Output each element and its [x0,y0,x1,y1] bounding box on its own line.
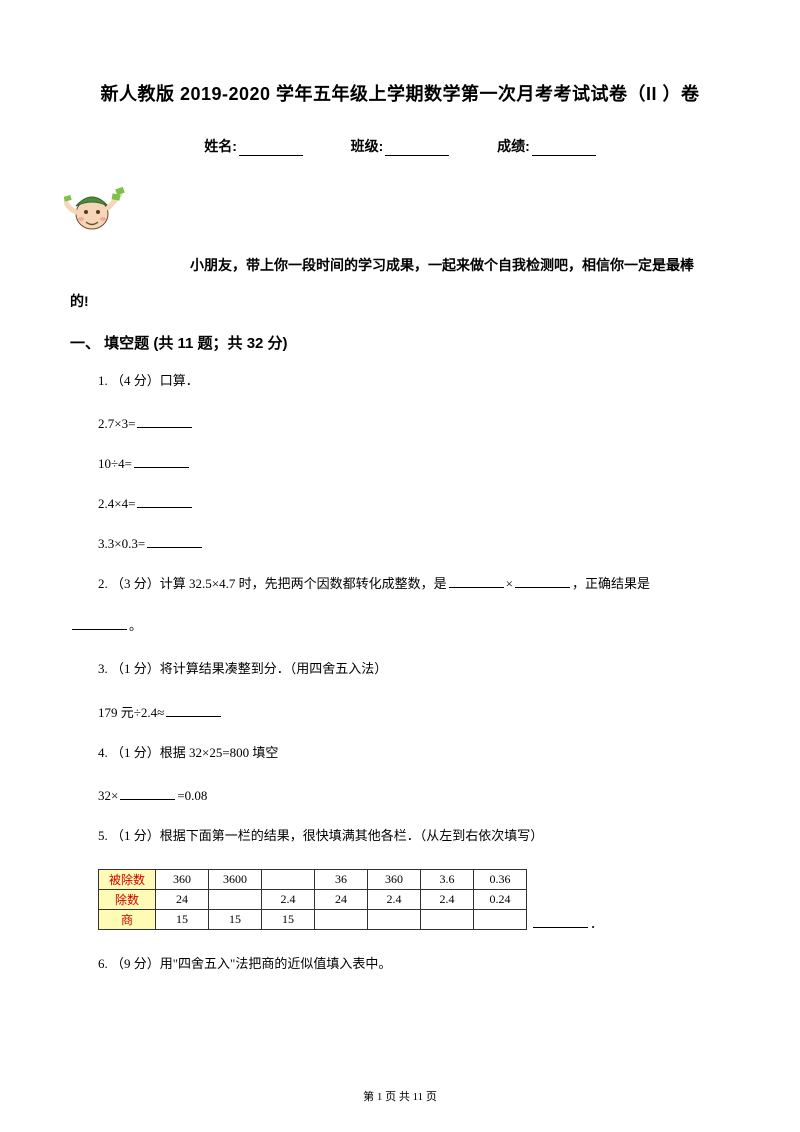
section-heading: 一、 填空题 (共 11 题；共 32 分) [70,332,730,353]
q2-pre: 2. （3 分）计算 32.5×4.7 时，先把两个因数都转化成整数，是 [98,576,447,591]
class-label: 班级: [351,138,384,154]
table-cell: 360 [368,869,421,889]
q3-expr-text: 179 元÷2.4≈ [98,705,164,720]
table-cell: 2.4 [262,889,315,909]
q2-tail: 。 [70,616,730,637]
score-blank [532,141,596,156]
blank [134,454,189,468]
table-cell [368,909,421,929]
q1-a-text: 2.7×3= [98,416,135,431]
q2-post: ，正确结果是 [572,576,650,591]
q1-d: 3.3×0.3= [98,534,730,552]
table-row: 除数242.4242.42.40.24 [99,889,527,909]
q1-c-text: 2.4×4= [98,496,135,511]
table-cell: 15 [262,909,315,929]
blank [137,414,192,428]
q5-stem: 5. （1 分）根据下面第一栏的结果，很快填满其他各栏．（从左到右依次填写） [98,826,730,847]
cartoon-icon [64,182,730,243]
table-cell: 24 [156,889,209,909]
class-blank [385,141,449,156]
q4-expr: 32× =0.08 [98,786,730,804]
name-blank [239,141,303,156]
table-cell: 3.6 [421,869,474,889]
blank [166,703,221,717]
intro-line2: 的! [70,293,89,309]
table-cell: 2.4 [368,889,421,909]
q5-table: 被除数3603600363603.60.36除数242.4242.42.40.2… [98,869,527,930]
table-row-header: 商 [99,909,156,929]
table-cell [315,909,368,929]
exam-title: 新人教版 2019-2020 学年五年级上学期数学第一次月考考试试卷（II ）卷 [70,80,730,106]
q3-expr: 179 元÷2.4≈ [98,702,730,721]
score-label: 成绩: [497,138,530,154]
q1-a: 2.7×3= [98,414,730,432]
blank [533,914,588,928]
info-line: 姓名: 班级: 成绩: [70,136,730,156]
table-row: 被除数3603600363603.60.36 [99,869,527,889]
blank [137,494,192,508]
table-cell [209,889,262,909]
q5-table-wrap: 被除数3603600363603.60.36除数242.4242.42.40.2… [70,869,730,932]
table-cell: 0.36 [474,869,527,889]
q6-stem: 6. （9 分）用"四舍五入"法把商的近似值填入表中。 [98,954,730,975]
table-row-header: 被除数 [99,869,156,889]
intro-text: 小朋友，带上你一段时间的学习成果，一起来做个自我检测吧，相信你一定是最棒 的! [70,247,730,320]
q4-stem: 4. （1 分）根据 32×25=800 填空 [98,743,730,764]
q1-c: 2.4×4= [98,494,730,512]
blank [449,574,504,588]
q1-b: 10÷4= [98,454,730,472]
q3-stem: 3. （1 分）将计算结果凑整到分．（用四舍五入法） [98,659,730,680]
intro-line1: 小朋友，带上你一段时间的学习成果，一起来做个自我检测吧，相信你一定是最棒 [190,257,694,273]
table-cell [262,869,315,889]
table-cell: 0.24 [474,889,527,909]
q5-trail-dot: ． [590,916,603,931]
q2: 2. （3 分）计算 32.5×4.7 时，先把两个因数都转化成整数，是 × ，正确… [98,574,730,595]
q2-mid: × [506,576,513,591]
table-cell [474,909,527,929]
q2-tail-text: 。 [129,618,142,633]
name-label: 姓名: [204,138,237,154]
table-cell: 360 [156,869,209,889]
table-cell: 15 [156,909,209,929]
table-cell: 3600 [209,869,262,889]
blank [120,786,175,800]
q4-pre: 32× [98,788,118,803]
table-cell: 36 [315,869,368,889]
table-cell [421,909,474,929]
blank [515,574,570,588]
page: 新人教版 2019-2020 学年五年级上学期数学第一次月考考试试卷（II ）卷… [0,0,800,1132]
q1-b-text: 10÷4= [98,456,132,471]
table-cell: 2.4 [421,889,474,909]
table-row: 商151515 [99,909,527,929]
table-cell: 24 [315,889,368,909]
q1-d-text: 3.3×0.3= [98,536,145,551]
q4-post: =0.08 [177,788,207,803]
table-row-header: 除数 [99,889,156,909]
q1-stem: 1. （4 分）口算． [98,371,730,392]
table-cell: 15 [209,909,262,929]
page-footer: 第 1 页 共 11 页 [0,1088,800,1104]
blank [72,616,127,630]
q5-trail: ． [531,913,603,932]
blank [147,534,202,548]
